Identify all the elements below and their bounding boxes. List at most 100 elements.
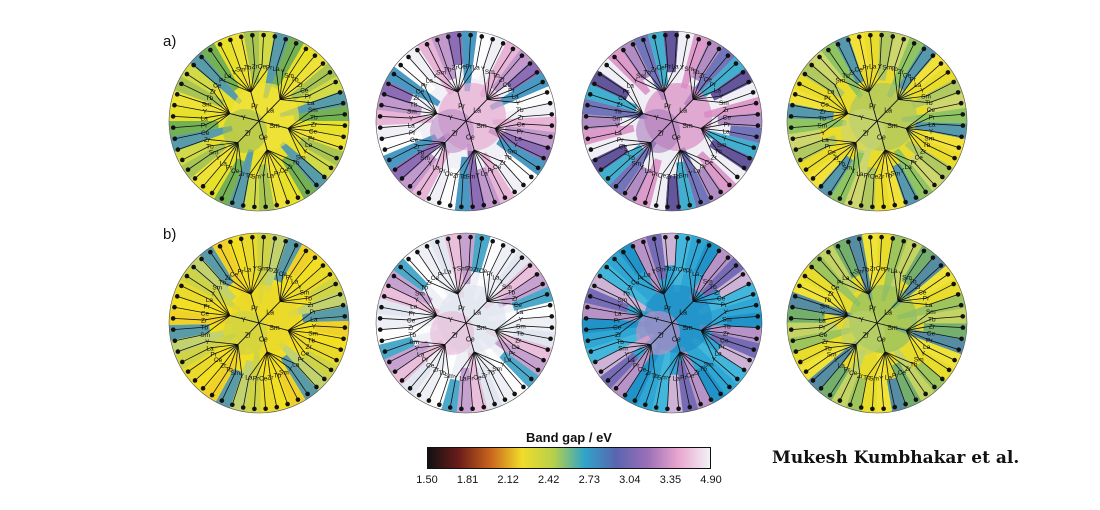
node-label: Tb: [492, 72, 500, 79]
tree-leaf-edge: [869, 237, 874, 269]
leaf-node: [547, 302, 553, 308]
node-label: Tb: [292, 159, 300, 166]
leaf-node: [746, 281, 751, 287]
tree-branch: [671, 322, 681, 353]
tree-leaf-edge: [514, 81, 543, 97]
tree-leaf-edge: [275, 241, 287, 271]
node-label: Tb: [444, 67, 452, 74]
leaf-node: [219, 398, 225, 403]
tree-branch: [642, 113, 673, 122]
tree-leaf-edge: [860, 376, 868, 408]
tree-branch: [700, 128, 725, 139]
node-label: Sm: [902, 274, 912, 281]
tree-leaf-edge: [240, 36, 249, 68]
leaf-node: [342, 314, 348, 319]
tree-branch: [884, 149, 889, 175]
leaf-node: [698, 401, 703, 407]
leaf-node: [790, 102, 795, 108]
leaf-node: [793, 349, 799, 354]
node-label: Zr: [617, 101, 624, 108]
tree-leaf-edge: [173, 115, 205, 119]
tree-branch: [831, 142, 857, 153]
tree-branch: [822, 113, 849, 119]
leaf-node: [544, 292, 550, 297]
leaf-node: [665, 204, 670, 210]
leaf-node: [283, 36, 288, 42]
node-label: Zr: [481, 372, 488, 379]
node-label: Tb: [417, 150, 425, 157]
tree-branch: [266, 351, 285, 373]
tree-branch: [897, 89, 923, 100]
leaf-node: [184, 71, 190, 77]
tree-branch: [897, 74, 908, 100]
tree-leaf-edge: [501, 257, 523, 282]
leaf-node: [377, 327, 383, 332]
leaf-node: [881, 406, 886, 412]
center-label: Pr: [251, 306, 259, 313]
center-label: Y: [448, 115, 453, 122]
node-label: La: [224, 73, 232, 80]
tree-panel-a1: SmSmTbZrCePrLaYSmCeTbZrCePrLaYSmTbZrZrCe…: [168, 30, 350, 212]
leaf-node: [333, 281, 338, 287]
color-region: [676, 360, 701, 413]
center-label: Y: [654, 317, 659, 324]
leaf-node: [585, 338, 591, 344]
color-region: [649, 347, 671, 413]
tree-branch: [287, 311, 314, 331]
tree-leaf-edge: [653, 238, 662, 270]
tree-leaf-edge: [384, 93, 414, 105]
tree-branch: [688, 68, 694, 100]
tree-leaf-edge: [901, 371, 917, 400]
leaf-node: [544, 90, 550, 95]
leaf-node: [314, 384, 319, 390]
node-label: La: [408, 123, 416, 130]
leaf-node: [240, 405, 246, 410]
tree-branch: [222, 281, 252, 295]
tree-branch: [660, 67, 665, 93]
leaf-node: [340, 302, 346, 308]
leaf-node: [208, 249, 213, 255]
node-label: Tb: [516, 107, 524, 114]
leaf-node: [903, 199, 908, 205]
tree-branch: [650, 322, 673, 345]
leaf-node: [479, 236, 485, 241]
tree-branch: [830, 90, 849, 114]
tree-leaf-edge: [518, 137, 548, 149]
node-label: Ce: [927, 331, 936, 338]
tree-branch: [647, 344, 652, 373]
tree-branch: [905, 128, 920, 157]
tree-leaf-edge: [623, 251, 642, 278]
color-region: [296, 336, 349, 371]
node-label: Pr: [274, 170, 281, 177]
color-region: [184, 348, 236, 401]
tree-branch: [266, 149, 271, 175]
tree-branch: [905, 123, 932, 129]
leaf-node: [377, 125, 383, 130]
tree-branch: [692, 78, 709, 100]
tree-branch: [237, 120, 260, 143]
tree-leaf-edge: [931, 325, 963, 329]
node-label: Ce: [704, 77, 713, 84]
node-label: Sm: [719, 100, 729, 107]
leaf-node: [192, 378, 198, 383]
tree-branch: [617, 113, 644, 119]
tree-branch: [279, 89, 305, 100]
tree-leaf-edge: [922, 72, 949, 91]
tree-leaf-edge: [586, 326, 618, 331]
leaf-node: [392, 167, 398, 172]
node-label: Sm: [212, 285, 222, 292]
leaf-node: [341, 134, 346, 140]
node-label: La: [206, 297, 214, 304]
leaf-node: [735, 174, 740, 180]
tree-leaf-edge: [886, 36, 894, 68]
color-region: [256, 233, 275, 304]
tree-branch: [840, 344, 857, 366]
node-label: Sm: [502, 284, 512, 291]
leaf-node: [788, 316, 794, 321]
tree-leaf-edge: [380, 317, 412, 321]
tree-leaf-edge: [930, 332, 962, 340]
tree-branch: [266, 351, 296, 365]
tree-branch: [494, 128, 513, 152]
node-label: La: [838, 362, 846, 369]
color-region: [679, 147, 715, 211]
